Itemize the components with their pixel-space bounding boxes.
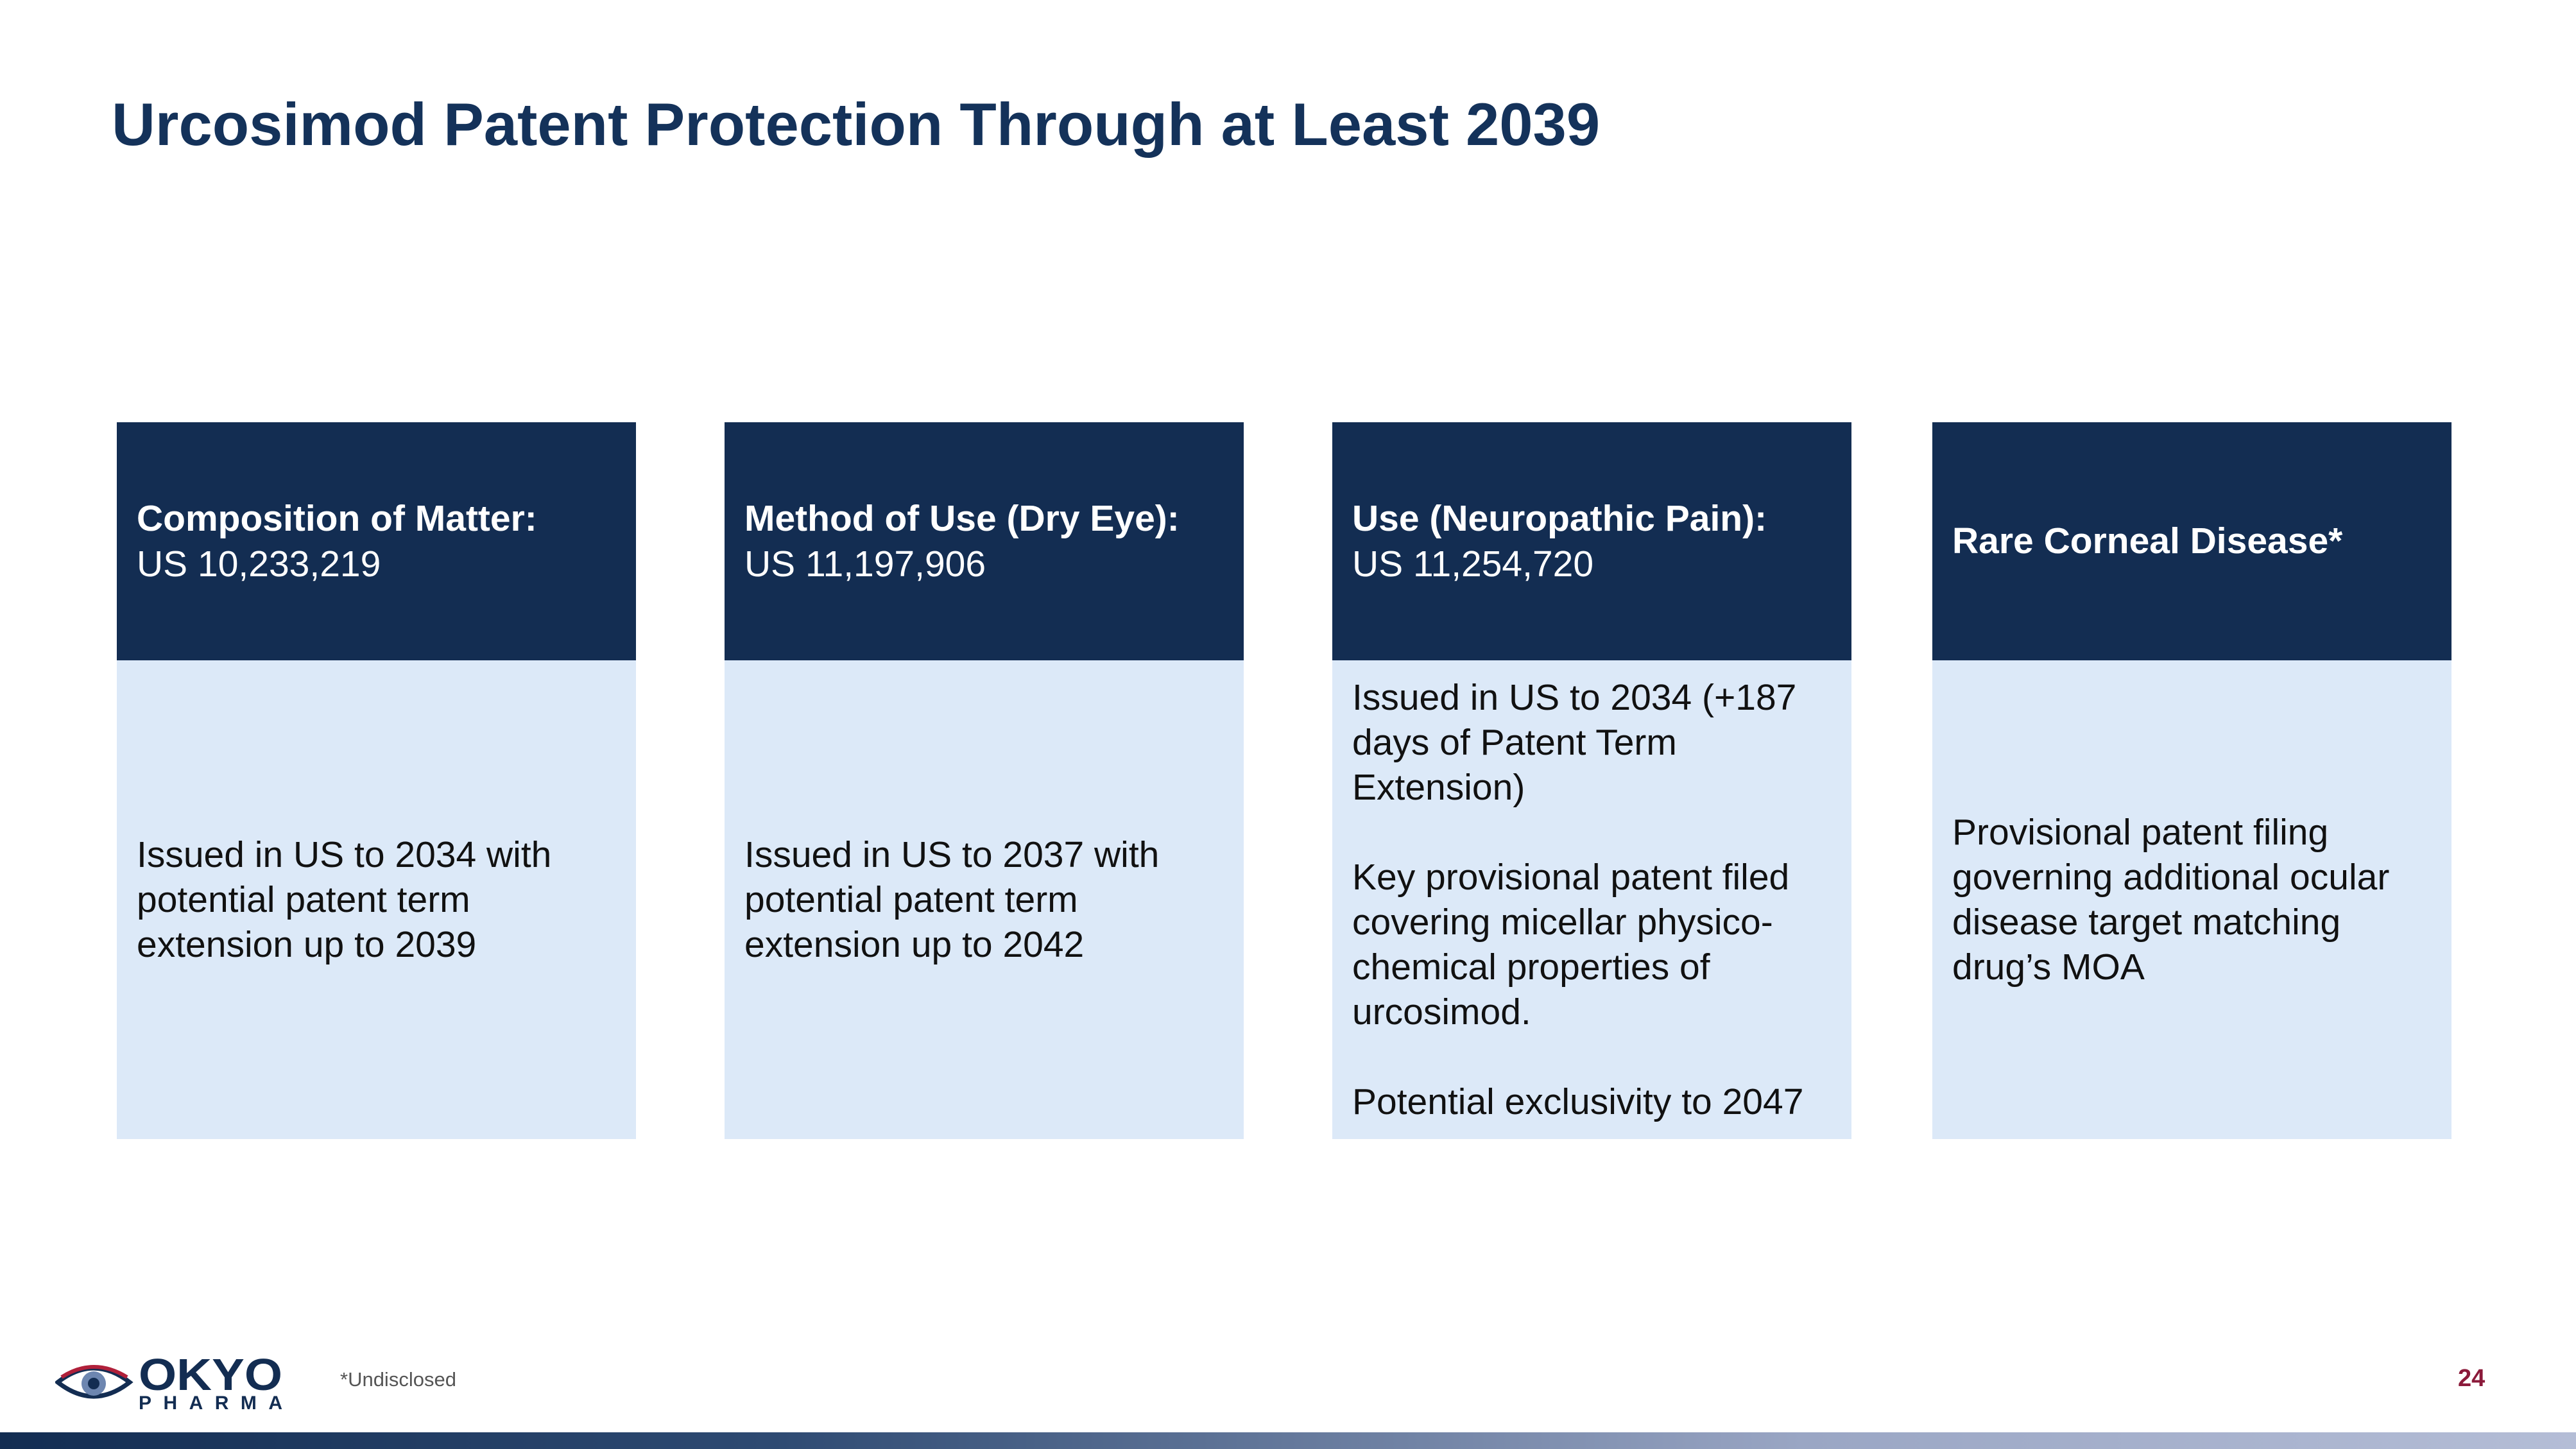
logo-name: OKYO: [139, 1354, 282, 1400]
card-body: Issued in US to 2037 with potential pate…: [725, 660, 1244, 1139]
card-heading: Method of Use (Dry Eye):: [744, 497, 1180, 539]
card-text: Issued in US to 2034 with potential pate…: [137, 834, 552, 965]
card-header: Composition of Matter: US 10,233,219: [117, 422, 636, 660]
card: Rare Corneal Disease* Provisional patent …: [1932, 422, 2451, 1139]
patent-number: US 11,197,906: [744, 543, 986, 585]
card-body: Provisional patent filing governing addi…: [1932, 660, 2451, 1139]
card-body: Issued in US to 2034 with potential pate…: [117, 660, 636, 1139]
page-number: 24: [2458, 1365, 2486, 1392]
logo: OKYO PHARMA: [55, 1354, 282, 1412]
card-text: Key provisional patent filed covering mi…: [1352, 857, 1790, 1033]
card-heading: Use (Neuropathic Pain):: [1352, 497, 1767, 539]
patent-number: US 11,254,720: [1352, 543, 1594, 585]
footer-bar: [0, 1432, 2576, 1449]
card-text: Issued in US to 2034 (+187 days of Paten…: [1352, 677, 1797, 808]
logo-brow: [60, 1365, 128, 1379]
footnote: *Undisclosed: [340, 1368, 456, 1391]
logo-pupil: [88, 1378, 99, 1389]
card-heading: Rare Corneal Disease*: [1952, 520, 2343, 562]
card-header: Rare Corneal Disease*: [1932, 422, 2451, 660]
card: Composition of Matter: US 10,233,219 Issue…: [117, 422, 636, 1139]
card: Method of Use (Dry Eye): US 11,197,906 Iss…: [725, 422, 1244, 1139]
card-text: Issued in US to 2037 with potential pate…: [744, 834, 1160, 965]
card-body: Issued in US to 2034 (+187 days of Paten…: [1332, 660, 1851, 1139]
card: Use (Neuropathic Pain): US 11,254,720 Issu…: [1332, 422, 1851, 1139]
patent-number: US 10,233,219: [137, 543, 381, 585]
card-heading: Composition of Matter:: [137, 497, 537, 539]
slide-title: Urcosimod Patent Protection Through at L…: [112, 90, 1601, 158]
card-header: Method of Use (Dry Eye): US 11,197,906: [725, 422, 1244, 660]
card-text: Potential exclusivity to 2047: [1352, 1081, 1804, 1122]
card-text: Provisional patent filing governing addi…: [1952, 812, 2390, 988]
card-header: Use (Neuropathic Pain): US 11,254,720: [1332, 422, 1851, 660]
